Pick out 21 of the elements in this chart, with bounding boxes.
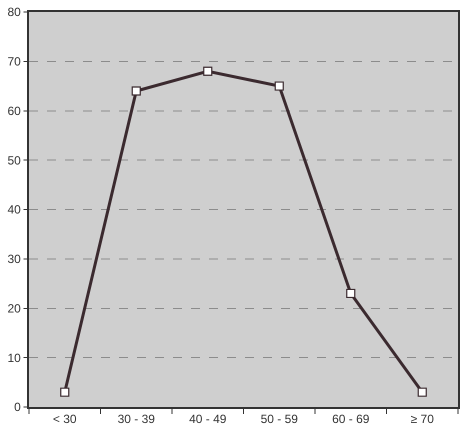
- point: [132, 86, 141, 96]
- point: [203, 66, 212, 76]
- point: [418, 388, 427, 397]
- x-tick-label: 50 - 59: [260, 412, 298, 426]
- y-tick-label: 70: [7, 54, 22, 69]
- y-tick-label: 60: [7, 104, 22, 118]
- y-tick-label: 50: [7, 153, 22, 168]
- x-tick-label: 60 - 69: [332, 412, 370, 426]
- point: [346, 288, 356, 298]
- y-tick-label: 10: [7, 350, 22, 365]
- x-tick-label: ≥ 70: [410, 412, 434, 426]
- point: [60, 388, 70, 397]
- x-tick-label: 30 - 39: [118, 412, 156, 426]
- y-tick-label: 20: [7, 301, 22, 316]
- y-tick-label: 30: [7, 252, 22, 266]
- x-tick-label: < 30: [52, 412, 77, 426]
- y-tick-label: 0: [14, 400, 22, 414]
- y-tick-label: 40: [7, 202, 22, 217]
- point: [274, 81, 284, 91]
- y-tick-label: 80: [7, 5, 22, 20]
- x-tick-label: 40 - 49: [189, 412, 227, 426]
